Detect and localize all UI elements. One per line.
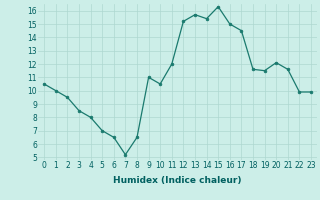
X-axis label: Humidex (Indice chaleur): Humidex (Indice chaleur) xyxy=(113,176,242,185)
